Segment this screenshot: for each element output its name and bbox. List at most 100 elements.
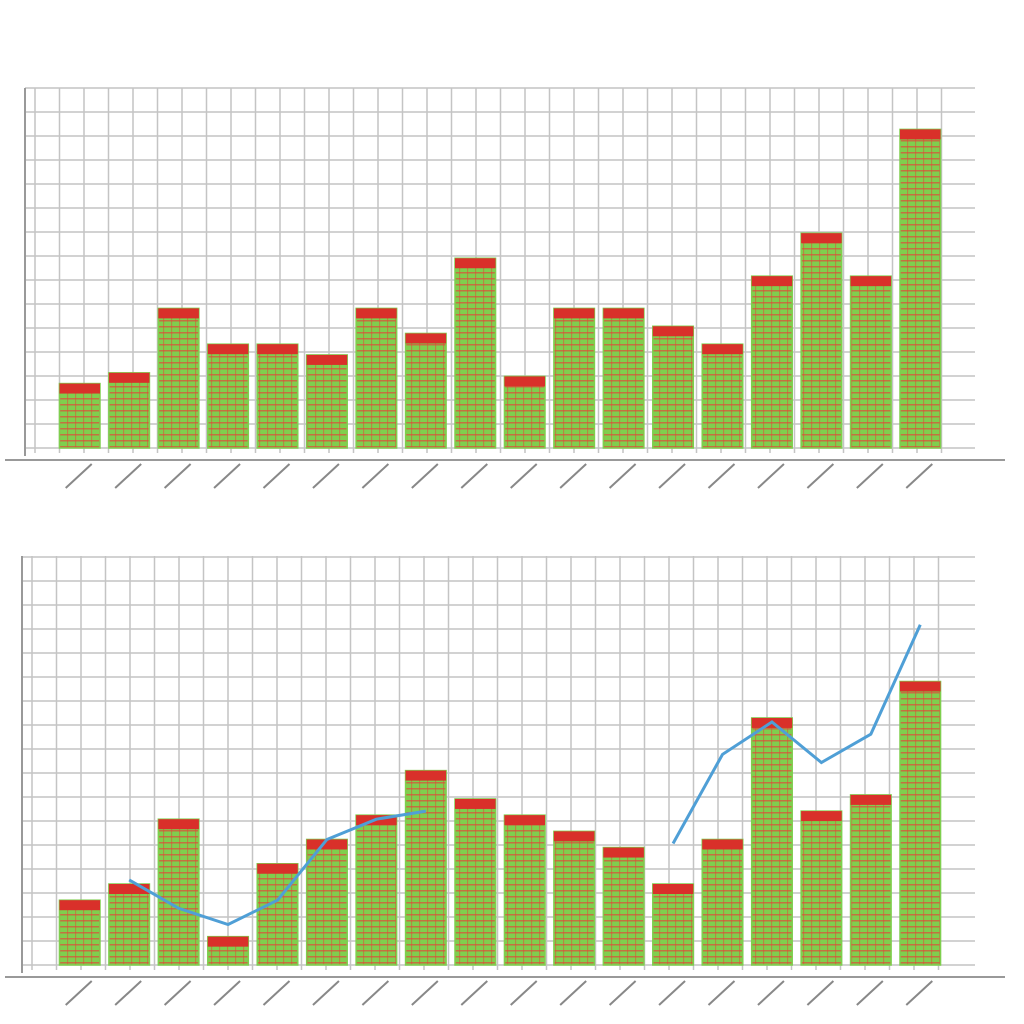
bar-cap xyxy=(207,344,249,355)
bar-cap xyxy=(158,308,199,319)
x-tick xyxy=(510,980,538,1006)
bar xyxy=(256,863,299,966)
x-tick xyxy=(658,980,686,1006)
bar-cap xyxy=(751,276,793,287)
x-tick xyxy=(114,980,142,1006)
x-tick xyxy=(163,463,192,489)
bar-cap xyxy=(405,770,447,781)
bar-cap xyxy=(59,383,100,394)
bar-cap xyxy=(207,936,249,947)
bar-cap xyxy=(455,798,496,809)
x-tick xyxy=(361,980,390,1006)
x-tick xyxy=(559,980,587,1006)
bar xyxy=(108,883,151,966)
bar xyxy=(602,846,645,966)
bar xyxy=(108,372,151,449)
bar xyxy=(849,794,892,966)
bar xyxy=(404,769,447,966)
x-tick xyxy=(312,980,340,1006)
bar-cap xyxy=(158,819,199,830)
bar-cap xyxy=(306,839,348,850)
x-tick xyxy=(411,980,439,1006)
bar xyxy=(652,325,695,449)
x-tick xyxy=(213,463,241,489)
bar xyxy=(256,343,299,449)
x-tick xyxy=(905,980,933,1006)
bar xyxy=(503,375,546,449)
x-tick xyxy=(411,463,439,489)
x-tick xyxy=(806,980,835,1006)
x-tick xyxy=(856,980,884,1006)
x-tick xyxy=(608,980,637,1006)
bar xyxy=(305,838,348,966)
bar xyxy=(701,343,744,449)
x-tick xyxy=(460,980,488,1006)
bar-cap xyxy=(504,815,545,826)
bar xyxy=(750,275,793,449)
bar-cap xyxy=(405,333,447,344)
bar-cap xyxy=(455,258,496,269)
bar xyxy=(701,838,744,966)
bar-cap xyxy=(850,276,892,287)
bar-cap xyxy=(702,344,743,355)
bar xyxy=(503,814,546,966)
x-tick xyxy=(213,980,241,1006)
bar xyxy=(750,717,793,966)
bar xyxy=(157,818,200,966)
x-tick xyxy=(806,463,835,489)
bar-cap xyxy=(603,308,644,319)
chart xyxy=(5,556,1005,1006)
x-tick xyxy=(757,980,785,1006)
bar xyxy=(58,899,101,966)
bar-cap xyxy=(652,326,694,337)
x-tick xyxy=(262,980,291,1006)
x-tick xyxy=(262,463,291,489)
bar-cap xyxy=(257,344,298,355)
bar xyxy=(305,354,348,449)
x-tick xyxy=(707,463,736,489)
bar xyxy=(58,382,101,449)
x-tick xyxy=(460,463,488,489)
x-tick xyxy=(65,980,93,1006)
bar xyxy=(207,343,250,449)
bar-cap xyxy=(801,233,842,244)
bar xyxy=(454,257,497,449)
x-tick xyxy=(65,463,93,489)
bar xyxy=(553,307,596,449)
bar xyxy=(899,128,942,449)
x-tick xyxy=(361,463,390,489)
bar-cap xyxy=(652,884,694,894)
bar-cap xyxy=(108,372,150,383)
bar xyxy=(602,307,645,449)
bar-cap xyxy=(553,308,595,319)
x-tick xyxy=(312,463,340,489)
bar-cap xyxy=(553,831,595,842)
x-tick xyxy=(559,463,587,489)
x-tick xyxy=(163,980,192,1006)
bar xyxy=(454,798,497,966)
x-tick xyxy=(757,463,785,489)
bar xyxy=(800,232,843,449)
bar xyxy=(800,810,843,966)
x-tick xyxy=(856,463,884,489)
bar xyxy=(404,332,447,449)
bar-cap xyxy=(702,839,743,850)
bar-cap xyxy=(850,794,892,805)
line xyxy=(671,624,922,845)
bar-cap xyxy=(59,900,100,911)
line xyxy=(128,809,427,927)
bar-cap xyxy=(356,308,397,319)
bar xyxy=(355,814,398,966)
bar-cap xyxy=(257,863,298,874)
bar-cap xyxy=(900,129,941,140)
bar-cap xyxy=(108,884,150,894)
x-tick xyxy=(905,463,933,489)
x-tick xyxy=(510,463,538,489)
bar-cap xyxy=(900,681,941,692)
x-tick xyxy=(608,463,637,489)
bar-cap xyxy=(801,811,842,822)
bar-cap xyxy=(306,354,348,365)
x-tick xyxy=(114,463,142,489)
bar xyxy=(849,275,892,449)
